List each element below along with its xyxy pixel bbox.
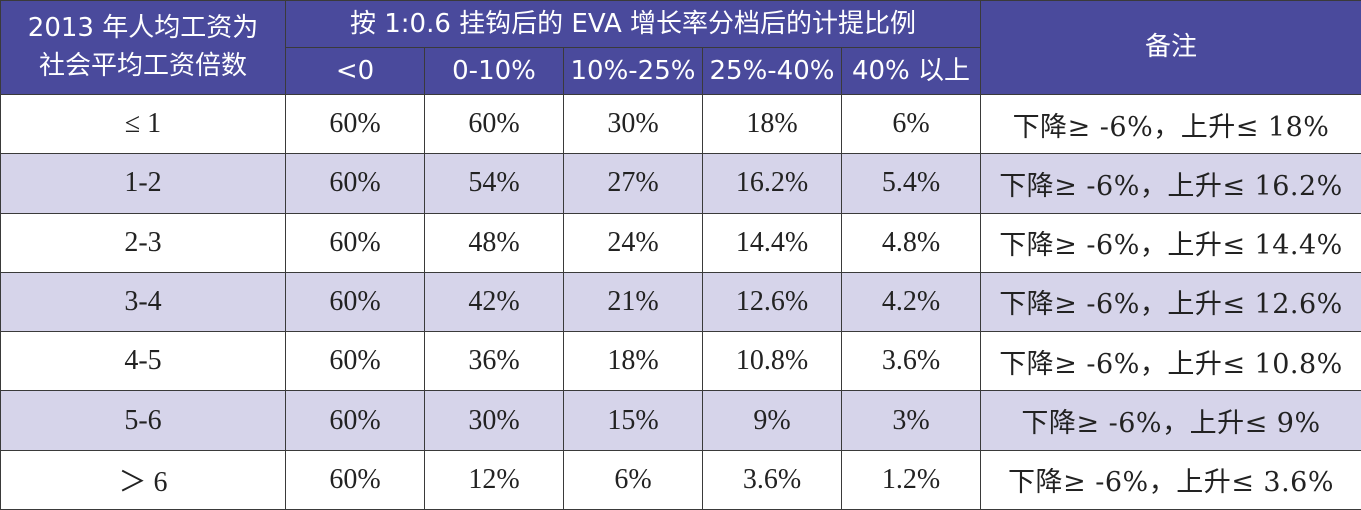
note-header: 备注 xyxy=(980,0,1361,95)
salary-multiple-cell: 1-2 xyxy=(0,153,286,214)
band-header-4: 40% 以上 xyxy=(840,47,982,95)
ratio-value-cell: 24% xyxy=(563,212,703,273)
ratio-value-cell: 48% xyxy=(424,212,564,273)
salary-multiple-cell: ＞ 6 xyxy=(0,449,286,510)
table-row: 1-2 60% 54% 27% 16.2% 5.4% 下降≥ -6%，上升≤ 16.2% xyxy=(0,153,1361,214)
table-row: 2-3 60% 48% 24% 14.4% 4.8% 下降≥ -6%，上升≤ 14.4% xyxy=(0,212,1361,273)
table-row: 4-5 60% 36% 18% 10.8% 3.6% 下降≥ -6%，上升≤ 10.8% xyxy=(0,331,1361,392)
note-cell: 下降≥ -6%，上升≤ 10.8% xyxy=(980,331,1361,392)
note-cell: 下降≥ -6%，上升≤ 14.4% xyxy=(980,212,1361,273)
eva-group-header: 按 1:0.6 挂钩后的 EVA 增长率分档后的计提比例 xyxy=(284,0,982,48)
salary-multiple-cell: 5-6 xyxy=(0,390,286,451)
ratio-value-cell: 12% xyxy=(424,449,564,510)
ratio-value-cell: 4.8% xyxy=(840,212,982,273)
note-cell: 下降≥ -6%，上升≤ 3.6% xyxy=(980,449,1361,510)
salary-multiple-header-line2: 社会平均工资倍数 xyxy=(38,50,247,81)
table-row: ≤ 1 60% 60% 30% 18% 6% 下降≥ -6%，上升≤ 18% xyxy=(0,93,1361,155)
salary-multiple-cell: 4-5 xyxy=(0,331,286,392)
ratio-value-cell: 6% xyxy=(563,449,703,510)
ratio-value-cell: 60% xyxy=(285,153,425,214)
band-header-1: 0-10% xyxy=(424,47,564,95)
ratio-value-cell: 60% xyxy=(424,93,564,155)
ratio-value-cell: 42% xyxy=(424,271,564,333)
note-cell: 下降≥ -6%，上升≤ 16.2% xyxy=(980,153,1361,214)
note-cell: 下降≥ -6%，上升≤ 9% xyxy=(980,390,1361,451)
band-header-3: 25%-40% xyxy=(702,47,842,95)
ratio-value-cell: 60% xyxy=(285,390,425,451)
salary-multiple-header: 2013 年人均工资为 社会平均工资倍数 xyxy=(0,0,286,95)
table-row: 3-4 60% 42% 21% 12.6% 4.2% 下降≥ -6%，上升≤ 12.6% xyxy=(0,271,1361,333)
ratio-value-cell: 54% xyxy=(424,153,564,214)
ratio-value-cell: 15% xyxy=(563,390,703,451)
ratio-value-cell: 5.4% xyxy=(840,153,982,214)
salary-multiple-header-line1: 2013 年人均工资为 xyxy=(27,12,259,43)
ratio-value-cell: 60% xyxy=(285,331,425,392)
table-body: ≤ 1 60% 60% 30% 18% 6% 下降≥ -6%，上升≤ 18% 1-2 60% 54… xyxy=(0,93,1361,510)
salary-multiple-cell: 2-3 xyxy=(0,212,286,273)
note-cell: 下降≥ -6%，上升≤ 12.6% xyxy=(980,271,1361,333)
ratio-value-cell: 60% xyxy=(285,449,425,510)
ratio-value-cell: 60% xyxy=(285,271,425,333)
ratio-value-cell: 3.6% xyxy=(702,449,842,510)
ratio-value-cell: 60% xyxy=(285,93,425,155)
table-row: 5-6 60% 30% 15% 9% 3% 下降≥ -6%，上升≤ 9% xyxy=(0,390,1361,451)
ratio-value-cell: 18% xyxy=(563,331,703,392)
salary-multiple-cell: ≤ 1 xyxy=(0,93,286,155)
ratio-value-cell: 1.2% xyxy=(840,449,982,510)
ratio-value-cell: 10.8% xyxy=(702,331,842,392)
ratio-value-cell: 16.2% xyxy=(702,153,842,214)
ratio-value-cell: 12.6% xyxy=(702,271,842,333)
ratio-value-cell: 9% xyxy=(702,390,842,451)
ratio-value-cell: 3.6% xyxy=(840,331,982,392)
ratio-value-cell: 30% xyxy=(563,93,703,155)
ratio-value-cell: 14.4% xyxy=(702,212,842,273)
ratio-value-cell: 30% xyxy=(424,390,564,451)
ratio-value-cell: 3% xyxy=(840,390,982,451)
ratio-value-cell: 36% xyxy=(424,331,564,392)
table-header: 2013 年人均工资为 社会平均工资倍数 按 1:0.6 挂钩后的 EVA 增长… xyxy=(0,0,1361,95)
ratio-value-cell: 18% xyxy=(702,93,842,155)
ratio-value-cell: 60% xyxy=(285,212,425,273)
band-header-0: <0 xyxy=(285,47,425,95)
salary-multiple-cell: 3-4 xyxy=(0,271,286,333)
ratio-value-cell: 4.2% xyxy=(840,271,982,333)
note-cell: 下降≥ -6%，上升≤ 18% xyxy=(980,93,1361,155)
band-header-2: 10%-25% xyxy=(563,47,703,95)
table-row: ＞ 6 60% 12% 6% 3.6% 1.2% 下降≥ -6%，上升≤ 3.6% xyxy=(0,449,1361,510)
ratio-value-cell: 6% xyxy=(840,93,982,155)
ratio-value-cell: 27% xyxy=(563,153,703,214)
ratio-value-cell: 21% xyxy=(563,271,703,333)
